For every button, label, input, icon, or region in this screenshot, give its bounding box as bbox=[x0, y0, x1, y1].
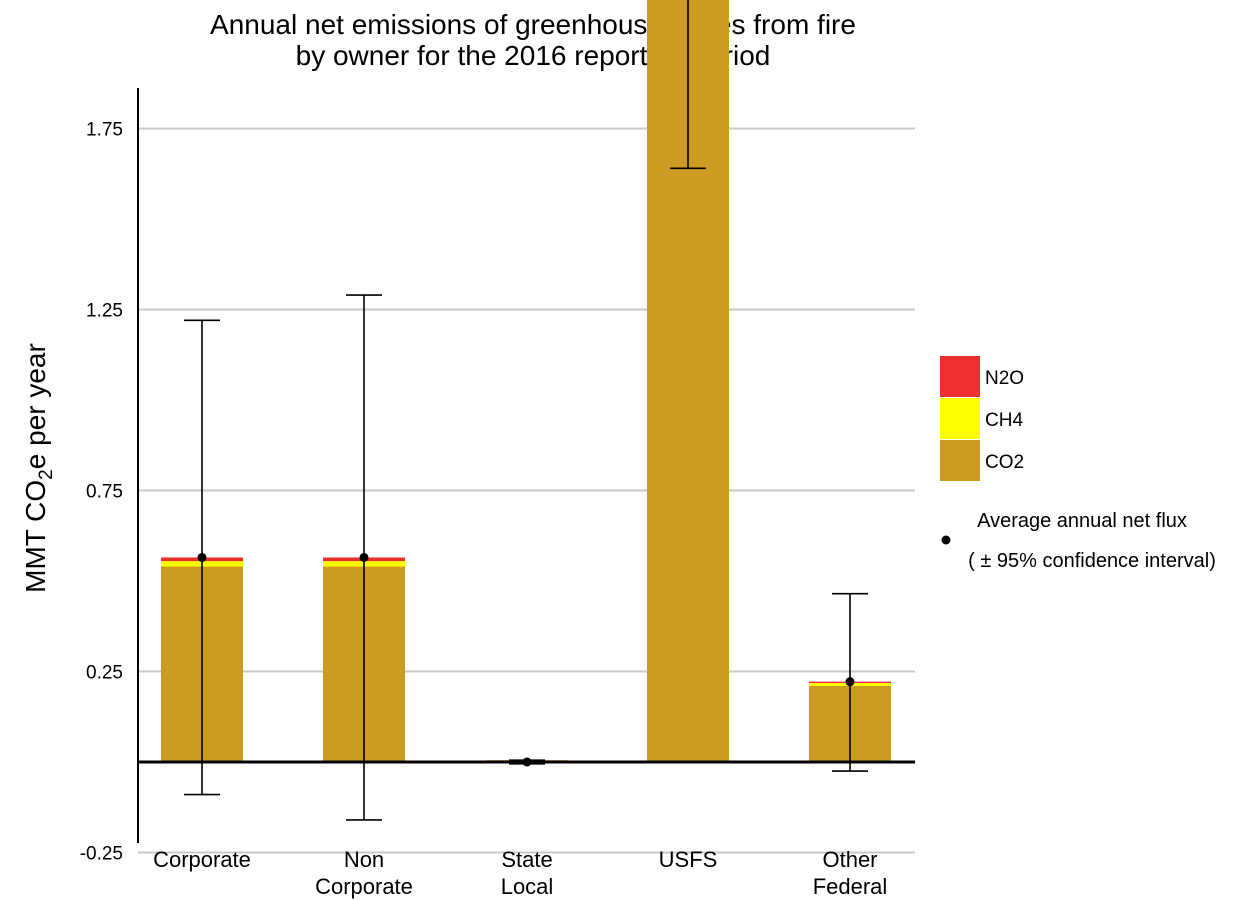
x-category-label: Other bbox=[822, 847, 877, 872]
legend-label-ch4: CH4 bbox=[985, 410, 1023, 431]
y-axis-ticks: -0.250.250.751.251.752.252.753.25 bbox=[80, 120, 123, 865]
y-tick-label: -0.25 bbox=[80, 844, 123, 865]
y-axis-title-rest: e per year bbox=[20, 343, 51, 469]
bars bbox=[161, 0, 891, 763]
legend-mean-point bbox=[941, 535, 951, 545]
legend-label-co2: CO2 bbox=[985, 452, 1024, 473]
error-bars bbox=[184, 0, 868, 821]
gridlines bbox=[138, 127, 915, 854]
y-tick-label: 1.75 bbox=[86, 120, 123, 141]
legend-swatch-ch4 bbox=[940, 398, 980, 439]
x-category-label: Corporate bbox=[153, 847, 251, 872]
y-axis-title-main: MMT CO bbox=[20, 480, 51, 593]
x-category-label: USFS bbox=[659, 847, 718, 872]
x-category-label: Local bbox=[501, 874, 554, 899]
y-tick-label: 0.25 bbox=[86, 663, 123, 684]
y-axis-title: MMT CO2e per year bbox=[20, 343, 57, 593]
x-category-label: State bbox=[501, 847, 552, 872]
legend-label-n2o: N2O bbox=[985, 368, 1024, 389]
y-tick-label: 1.25 bbox=[86, 301, 123, 322]
y-tick-label: 0.75 bbox=[86, 482, 123, 503]
chart-title-line: Annual net emissions of greenhouse gases… bbox=[210, 9, 856, 40]
mean-flux-point bbox=[359, 552, 369, 562]
y-axis-title-subscript: 2 bbox=[36, 469, 57, 480]
mean-flux-point bbox=[845, 677, 855, 687]
y-axis-title-text: MMT CO2e per year bbox=[20, 343, 57, 593]
x-category-label: Non bbox=[344, 847, 384, 872]
x-category-label: Corporate bbox=[315, 874, 413, 899]
axes bbox=[137, 88, 915, 843]
legend-swatch-n2o bbox=[940, 356, 980, 397]
chart-title: Annual net emissions of greenhouse gases… bbox=[210, 9, 856, 71]
mean-flux-point bbox=[197, 552, 207, 562]
legend: N2O CH4 CO2 Average annual net flux ( ± 95% … bbox=[940, 356, 1216, 572]
legend-note-line: Average annual net flux bbox=[977, 510, 1187, 532]
legend-swatch-co2 bbox=[940, 440, 980, 481]
x-category-label: Federal bbox=[813, 874, 888, 899]
legend-note-line: ( ± 95% confidence interval) bbox=[968, 550, 1216, 572]
